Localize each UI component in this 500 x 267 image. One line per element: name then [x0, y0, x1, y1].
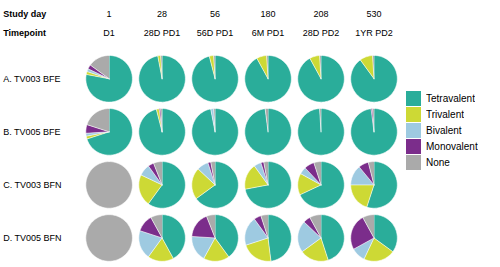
svg-text:208: 208 [314, 8, 329, 18]
svg-text:A. TV003 BFE: A. TV003 BFE [3, 73, 60, 83]
svg-text:28D PD2: 28D PD2 [303, 28, 340, 38]
svg-text:28D PD1: 28D PD1 [144, 28, 181, 38]
svg-text:Study day: Study day [3, 8, 46, 18]
html-text:Monovalent: Monovalent [426, 141, 478, 152]
html-text:None: None [426, 157, 450, 168]
svg-text:56: 56 [210, 8, 220, 18]
html-text:Trivalent: Trivalent [426, 109, 464, 120]
svg-text:1: 1 [107, 8, 112, 18]
svg-text:B. TV005 BFE: B. TV005 BFE [3, 126, 60, 136]
svg-text:6M PD1: 6M PD1 [252, 28, 285, 38]
svg-text:28: 28 [157, 8, 167, 18]
svg-text:D. TV005 BFN: D. TV005 BFN [3, 232, 61, 242]
svg-text:Timepoint: Timepoint [3, 28, 46, 38]
svg-text:180: 180 [261, 8, 276, 18]
svg-text:56D PD1: 56D PD1 [197, 28, 234, 38]
svg-text:C. TV003 BFN: C. TV003 BFN [3, 179, 61, 189]
html-text:Bivalent: Bivalent [426, 125, 462, 136]
svg-text:D1: D1 [103, 28, 115, 38]
html-text:Tetravalent: Tetravalent [426, 93, 475, 104]
svg-text:530: 530 [366, 8, 381, 18]
svg-text:1YR PD2: 1YR PD2 [355, 28, 393, 38]
